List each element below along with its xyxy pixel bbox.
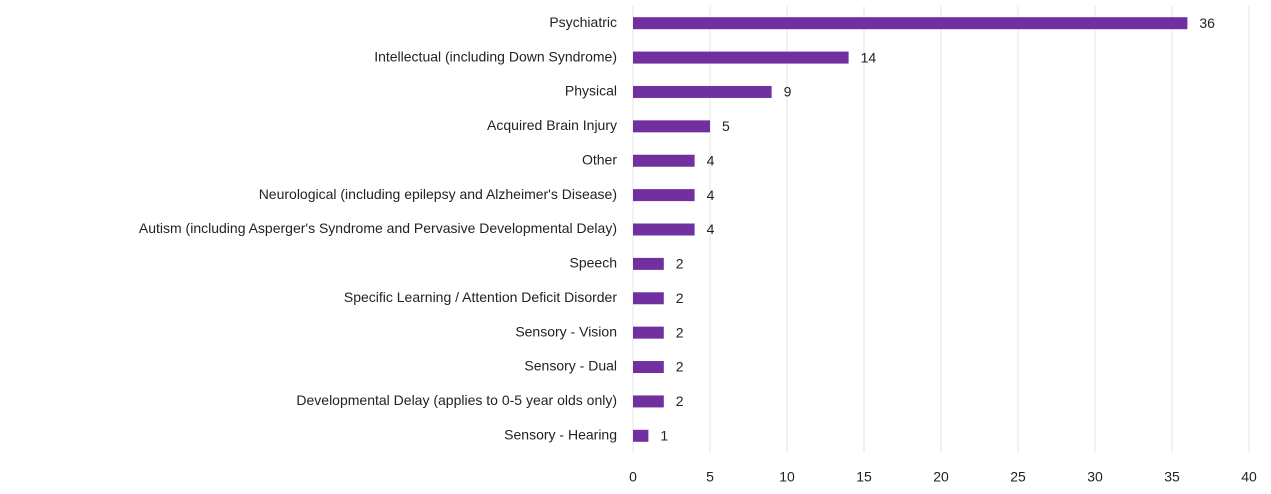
bar <box>633 154 695 167</box>
data-label: 4 <box>707 187 715 203</box>
y-tick-label: Neurological (including epilepsy and Alz… <box>259 186 617 202</box>
data-label: 2 <box>676 256 684 272</box>
y-tick-label: Developmental Delay (applies to 0-5 year… <box>296 392 617 408</box>
data-label: 2 <box>676 359 684 375</box>
y-tick-label: Autism (including Asperger's Syndrome an… <box>139 220 617 236</box>
bar <box>633 292 664 305</box>
y-tick-label: Speech <box>570 255 617 271</box>
x-tick-label: 0 <box>629 469 637 485</box>
data-label: 5 <box>722 118 730 134</box>
y-tick-label: Sensory - Hearing <box>504 427 617 443</box>
x-tick-label: 20 <box>933 469 949 485</box>
x-tick-label: 30 <box>1087 469 1103 485</box>
data-label: 36 <box>1199 15 1215 31</box>
bar <box>633 51 849 64</box>
bar <box>633 429 649 442</box>
y-tick-label: Other <box>582 151 617 167</box>
data-label: 4 <box>707 152 715 168</box>
data-label: 2 <box>676 393 684 409</box>
y-tick-label: Specific Learning / Attention Deficit Di… <box>344 289 617 305</box>
y-tick-label: Intellectual (including Down Syndrome) <box>374 48 617 64</box>
data-label: 4 <box>707 221 715 237</box>
data-label: 9 <box>784 84 792 100</box>
data-label: 2 <box>676 324 684 340</box>
bar <box>633 361 664 374</box>
bar <box>633 395 664 408</box>
x-tick-label: 10 <box>779 469 795 485</box>
bar <box>633 257 664 270</box>
bar <box>633 326 664 339</box>
data-label: 2 <box>676 290 684 306</box>
data-label: 14 <box>861 49 877 65</box>
y-tick-label: Acquired Brain Injury <box>487 117 617 133</box>
bar <box>633 120 710 133</box>
y-tick-label: Sensory - Dual <box>524 358 617 374</box>
bar <box>633 85 772 98</box>
x-tick-label: 35 <box>1164 469 1180 485</box>
x-tick-label: 15 <box>856 469 872 485</box>
y-tick-label: Sensory - Vision <box>515 323 617 339</box>
bar <box>633 223 695 236</box>
bar <box>633 189 695 202</box>
bar <box>633 17 1188 30</box>
x-tick-label: 5 <box>706 469 714 485</box>
data-label: 1 <box>660 428 668 444</box>
y-tick-label: Physical <box>565 83 617 99</box>
y-tick-label: Psychiatric <box>549 14 617 30</box>
x-tick-label: 40 <box>1241 469 1257 485</box>
x-tick-label: 25 <box>1010 469 1026 485</box>
